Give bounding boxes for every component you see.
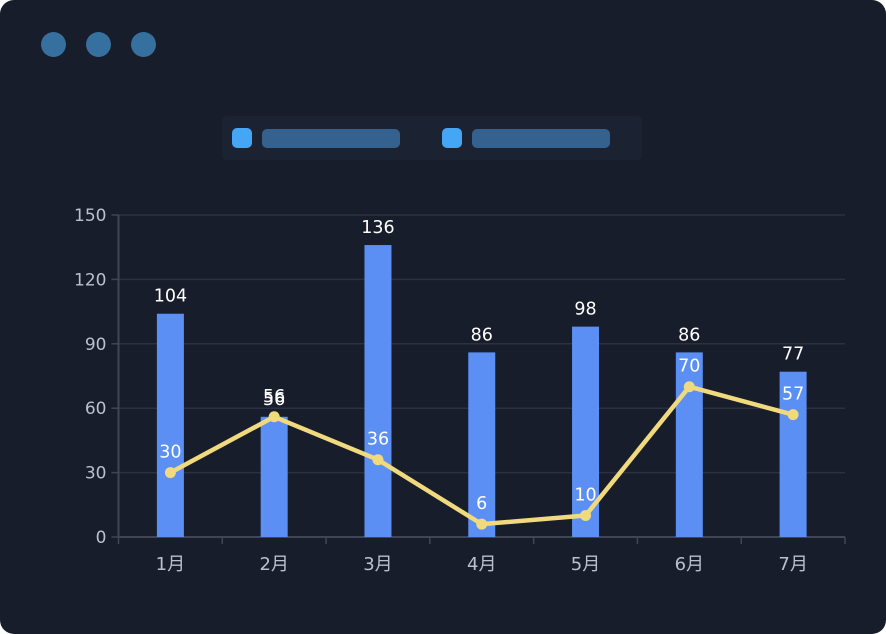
bar-4月[interactable]	[468, 352, 496, 537]
line-point-1月[interactable]	[164, 467, 176, 479]
y-axis-label-30: 30	[85, 464, 107, 484]
legend-label-placeholder-2	[472, 128, 610, 148]
bar-3月[interactable]	[364, 245, 392, 537]
y-axis-label-150: 150	[74, 206, 106, 226]
legend-swatch-icon-1	[232, 128, 252, 148]
y-axis-label-90: 90	[85, 335, 107, 355]
bar-value-label-5月: 98	[574, 300, 596, 320]
bar-value-label-7月: 77	[782, 345, 804, 365]
window-titlebar	[0, 0, 886, 70]
x-axis-label-6月: 6月	[675, 554, 704, 575]
window-dot-2[interactable]	[86, 32, 111, 57]
line-point-4月[interactable]	[476, 518, 488, 530]
x-axis-label-1月: 1月	[156, 554, 185, 575]
line-point-7月[interactable]	[787, 409, 799, 421]
y-axis-label-0: 0	[96, 528, 107, 548]
line-value-label-7月: 57	[782, 385, 804, 405]
bar-value-label-6月: 86	[678, 325, 700, 345]
bar-7月[interactable]	[779, 371, 807, 537]
bar-value-label-3月: 136	[361, 218, 394, 238]
bar-value-label-2月: 56	[263, 390, 285, 410]
y-axis-label-120: 120	[74, 270, 106, 290]
line-point-6月[interactable]	[683, 381, 695, 393]
bar-6月[interactable]	[675, 352, 703, 537]
line-value-label-5月: 10	[574, 486, 596, 506]
x-axis-label-4月: 4月	[467, 554, 496, 575]
legend-swatch-icon-2	[442, 128, 462, 148]
line-point-2月[interactable]	[268, 411, 280, 423]
bar-1月[interactable]	[156, 313, 184, 537]
line-point-5月[interactable]	[580, 510, 592, 522]
bar-value-label-4月: 86	[471, 325, 493, 345]
line-value-label-1月: 30	[159, 443, 181, 463]
chart-legend	[222, 116, 642, 160]
line-value-label-6月: 70	[678, 357, 700, 377]
y-axis-label-60: 60	[85, 399, 107, 419]
x-axis-label-2月: 2月	[259, 554, 288, 575]
line-point-3月[interactable]	[372, 454, 384, 466]
x-axis-label-5月: 5月	[571, 554, 600, 575]
legend-label-placeholder-1	[262, 128, 400, 148]
line-value-label-3月: 36	[367, 430, 389, 450]
line-value-label-4月: 6	[476, 494, 487, 514]
bar-2月[interactable]	[260, 416, 288, 537]
x-axis-label-7月: 7月	[778, 554, 807, 575]
legend-item-1[interactable]	[232, 128, 400, 148]
window-dot-1[interactable]	[41, 32, 66, 57]
x-axis-label-3月: 3月	[363, 554, 392, 575]
bar-value-label-1月: 104	[154, 287, 187, 307]
line-value-label-2月: 56	[263, 387, 285, 407]
window-dot-3[interactable]	[131, 32, 156, 57]
legend-item-2[interactable]	[442, 128, 610, 148]
